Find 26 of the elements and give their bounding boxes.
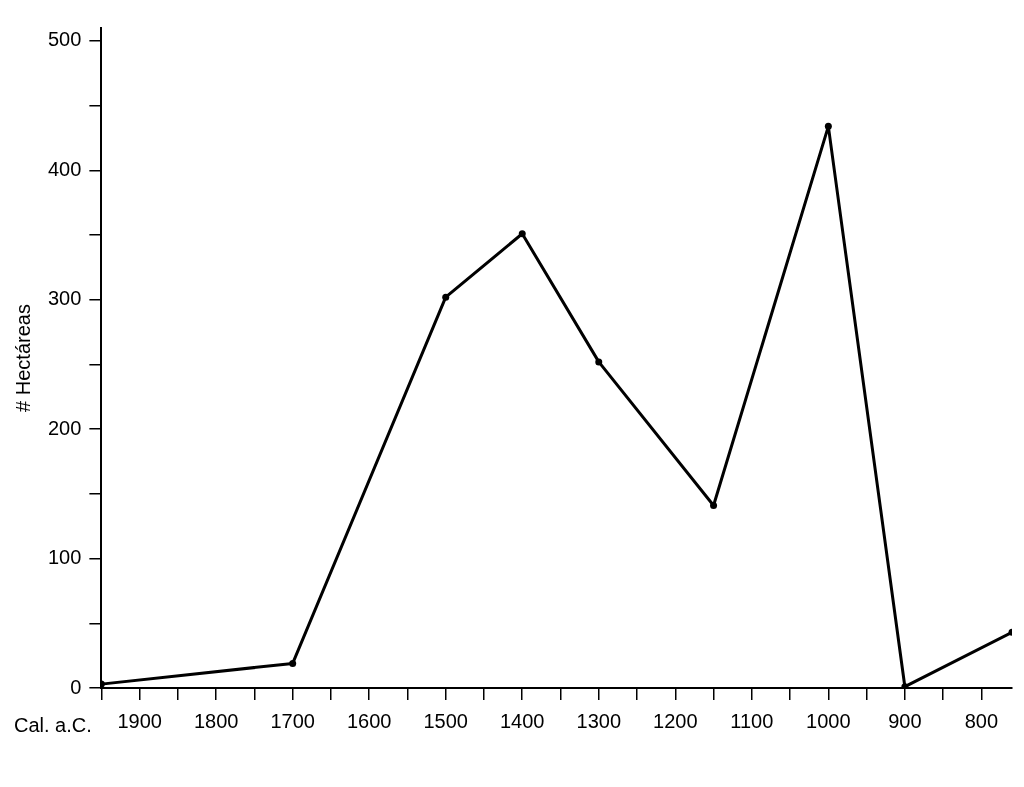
- x-axis-title: Cal. a.C.: [14, 713, 92, 736]
- x-tick-label: 1800: [193, 709, 239, 732]
- x-tick-label: 1200: [653, 709, 698, 732]
- y-tick-label: 0: [70, 675, 82, 698]
- x-tick-label: 1700: [270, 709, 315, 732]
- x-tick-label: 1100: [730, 709, 774, 732]
- x-tick-label: 1000: [806, 709, 851, 732]
- point: [595, 358, 603, 366]
- x-tick-label: 900: [888, 709, 922, 732]
- y-tick-label: 300: [47, 287, 82, 310]
- x-tick-label: 1400: [500, 709, 545, 732]
- x-tick-label: 1300: [576, 709, 622, 732]
- y-tick-label: 500: [47, 28, 82, 51]
- point: [518, 230, 526, 238]
- point: [824, 122, 832, 130]
- point: [289, 659, 297, 667]
- x-tick-label: 1500: [423, 709, 468, 732]
- point: [710, 502, 718, 510]
- y-tick-label: 200: [47, 416, 82, 439]
- y-tick-label: 100: [47, 546, 82, 569]
- y-tick-label: 400: [47, 157, 82, 180]
- x-tick-label: 1600: [346, 709, 392, 732]
- point: [442, 293, 450, 301]
- y-axis-title: # Hectáreas: [11, 304, 34, 412]
- x-tick-label: 800: [964, 709, 999, 732]
- x-tick-label: 1900: [117, 709, 162, 732]
